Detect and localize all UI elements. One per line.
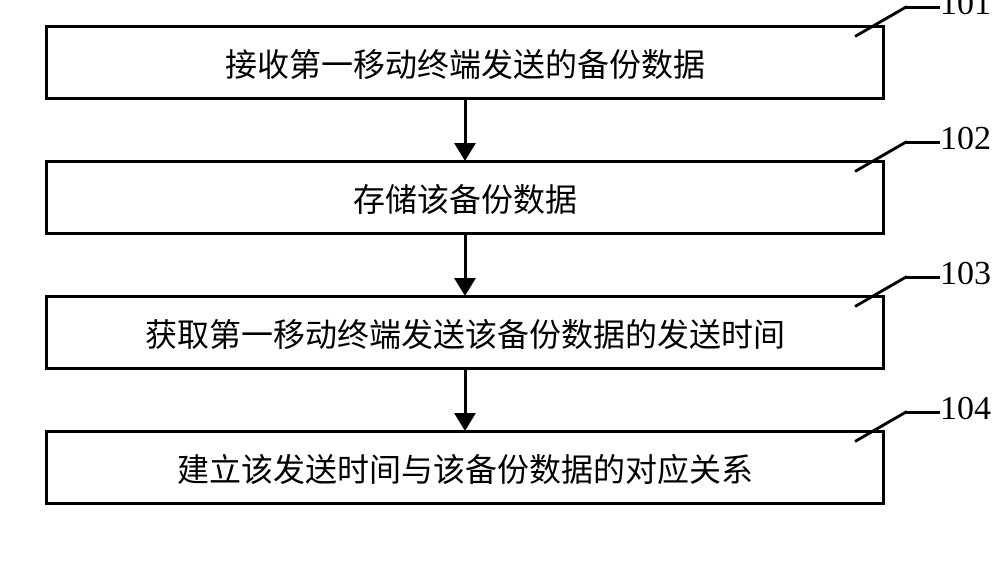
flow-node-text: 接收第一移动终端发送的备份数据 [225, 40, 705, 86]
flow-node-103: 获取第一移动终端发送该备份数据的发送时间 [45, 295, 885, 370]
label-103: 103 [940, 255, 991, 293]
label-104: 104 [940, 390, 991, 428]
flow-node-104: 建立该发送时间与该备份数据的对应关系 [45, 430, 885, 505]
label-101: 101 [940, 0, 991, 23]
flow-node-101: 接收第一移动终端发送的备份数据 [45, 25, 885, 100]
flow-arrow [454, 370, 476, 431]
flow-arrow [454, 235, 476, 296]
flow-arrow [454, 100, 476, 161]
flow-node-text: 建立该发送时间与该备份数据的对应关系 [177, 445, 753, 491]
flow-node-text: 存储该备份数据 [353, 175, 577, 221]
flow-node-102: 存储该备份数据 [45, 160, 885, 235]
label-102: 102 [940, 120, 991, 158]
flowchart-container: 接收第一移动终端发送的备份数据 101 存储该备份数据 102 获取第一移动终端… [0, 0, 1000, 585]
flow-node-text: 获取第一移动终端发送该备份数据的发送时间 [145, 310, 785, 356]
